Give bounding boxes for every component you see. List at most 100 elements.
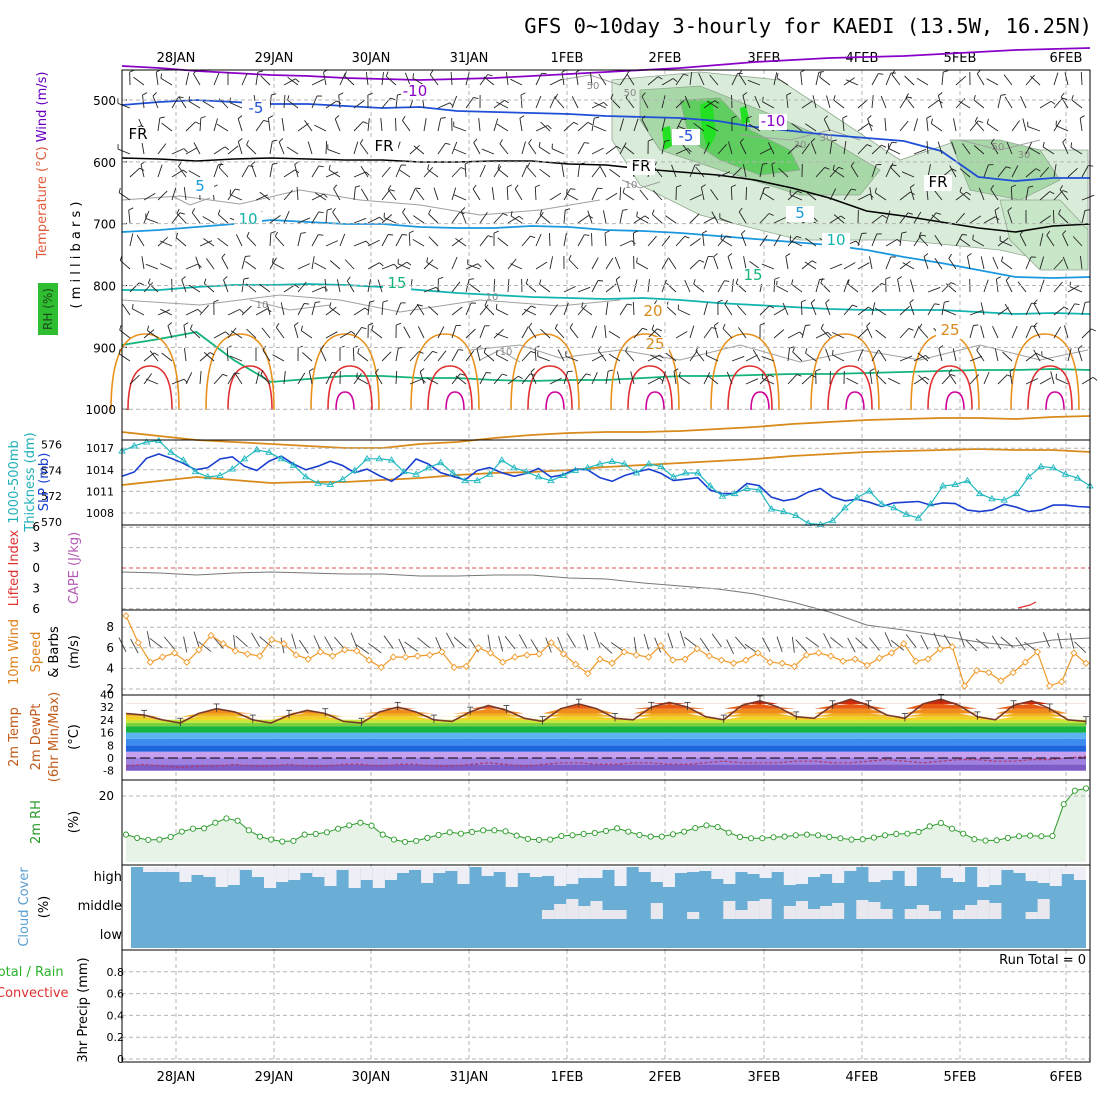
rh-point: [536, 837, 541, 842]
bottom-date-label: 1FEB: [551, 1070, 584, 1085]
stability-tick-label: 3: [32, 581, 40, 595]
high-cloud-gap: [228, 867, 240, 885]
high-cloud-gap: [204, 867, 216, 877]
top-date-label: 3FEB: [748, 51, 781, 66]
slp-tick-label: 1014: [86, 464, 114, 477]
cloud-level-label: low: [100, 928, 123, 943]
rh-point: [882, 833, 887, 838]
isotherm-label: FR: [128, 125, 147, 143]
mid-cloud-gap: [542, 910, 554, 919]
high-cloud-gap: [893, 867, 905, 871]
rh-point: [849, 837, 854, 842]
rh-point: [213, 820, 218, 825]
isotherm-label: FR: [928, 173, 947, 191]
high-cloud-gap: [603, 867, 615, 870]
wind-barb-flag: [133, 304, 134, 309]
bottom-date-label: 30JAN: [352, 1070, 391, 1085]
rh-point: [894, 831, 899, 836]
rh-point: [871, 835, 876, 840]
top-date-label: 28JAN: [157, 51, 196, 66]
high-cloud-gap: [820, 867, 832, 874]
precip-convective-label: Convective: [0, 986, 69, 1001]
high-cloud-gap: [518, 867, 530, 873]
top-date-label: 2FEB: [649, 51, 682, 66]
rh-point: [313, 831, 318, 836]
rh-contour-label: 50: [624, 88, 637, 99]
rh-point: [369, 823, 374, 828]
rh-point: [224, 816, 229, 821]
temp-color-band: [126, 764, 1086, 770]
rh-point: [704, 823, 709, 828]
wind-barb-flag: [402, 235, 407, 236]
high-cloud-gap: [748, 867, 760, 874]
high-cloud-gap: [457, 867, 469, 884]
rh-point: [335, 826, 340, 831]
thickness-tick-label: 570: [41, 516, 62, 529]
high-cloud-gap: [578, 867, 590, 878]
pressure-tick-label: 800: [93, 280, 116, 294]
mid-cloud-gap: [554, 904, 566, 919]
rh-unit-label: (%): [67, 811, 82, 834]
pressure-tick-label: 500: [93, 94, 116, 108]
wind-barb-flag: [763, 97, 764, 102]
wind-barb: [549, 233, 550, 246]
rh-point: [760, 836, 765, 841]
high-cloud-gap: [905, 867, 917, 886]
rh-point: [994, 838, 999, 843]
high-cloud-gap: [191, 867, 203, 875]
high-cloud-gap: [397, 867, 409, 873]
mid-cloud-gap: [1026, 912, 1038, 919]
rh-contour-label: 50: [587, 81, 600, 92]
rh-point: [190, 826, 195, 831]
high-cloud-gap: [1038, 867, 1050, 883]
isotherm-label: -5: [249, 99, 264, 117]
rh-point: [123, 832, 128, 837]
pressure-axis-label: ( m i l l i b a r s ): [69, 202, 84, 309]
wind-barb-flag: [357, 373, 358, 378]
rh-contour-label: 30: [1018, 150, 1031, 161]
high-cloud-gap: [1014, 867, 1026, 873]
upper-left-labels: Temperature (°C)Wind (m/s): [35, 72, 50, 260]
high-cloud-gap: [421, 867, 433, 883]
rh-point: [1028, 833, 1033, 838]
stability-tick-label: 6: [32, 520, 40, 534]
bottom-date-label: 28JAN: [157, 1070, 196, 1085]
top-date-label: 6FEB: [1050, 51, 1083, 66]
rh-point: [380, 832, 385, 837]
pressure-tick-label: 700: [93, 218, 116, 232]
wind-barb: [396, 118, 397, 131]
wind-tick-label: 4: [106, 661, 114, 675]
rh-point: [202, 826, 207, 831]
mid-cloud-gap: [832, 903, 844, 919]
temp-axis-label: 2m DewPt: [29, 704, 44, 771]
high-cloud-gap: [1050, 867, 1062, 886]
high-cloud-gap: [868, 867, 880, 882]
rh-point: [737, 834, 742, 839]
rh-contour-label: 30: [820, 133, 833, 144]
isotherm-label: -10: [403, 82, 428, 100]
temp-color-band: [126, 739, 1086, 745]
high-cloud-gap: [844, 867, 856, 871]
lifted-index-axis-label: Lifted Index: [7, 529, 22, 606]
slp-axis-label: SLP (mb): [37, 453, 52, 512]
wind-barb: [592, 233, 593, 246]
high-cloud-gap: [216, 867, 228, 887]
temp-axis-label: (6hr Min/Max): [47, 692, 62, 782]
bottom-date-label: 6FEB: [1050, 1070, 1083, 1085]
isotherm-label: 10: [826, 231, 845, 249]
thickness-axis-label: 1000-500mb: [7, 440, 22, 524]
mid-cloud-gap: [917, 905, 929, 919]
precip-tick-label: 0.6: [107, 988, 125, 1001]
wind-barb-flag: [388, 235, 393, 236]
high-cloud-gap: [590, 867, 602, 878]
high-cloud-gap: [252, 867, 264, 877]
rh-point: [927, 824, 932, 829]
cloud-level-label: high: [94, 870, 122, 885]
mid-cloud-gap: [868, 902, 880, 919]
wind-barb-flag: [962, 235, 967, 236]
rh-point: [726, 830, 731, 835]
rh-point: [1016, 834, 1021, 839]
mid-cloud-gap: [651, 903, 663, 919]
